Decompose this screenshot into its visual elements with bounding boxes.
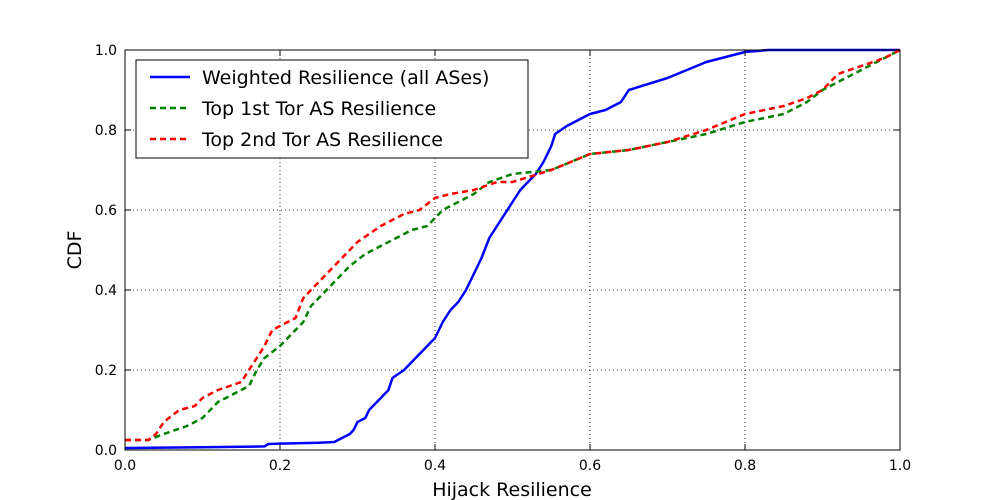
series-line-3 bbox=[125, 48, 901, 442]
y-axis-label: CDF bbox=[64, 231, 86, 270]
plot-frame bbox=[124, 49, 901, 451]
x-tick-label: 0.0 bbox=[114, 458, 136, 474]
grid-lines bbox=[125, 50, 900, 450]
series-line-2 bbox=[125, 48, 901, 442]
axis-ticks: 0.0 0.2 0.4 0.6 0.8 1.0 0.0 0.2 0.4 0.6 0.8 1.0 bbox=[95, 43, 911, 474]
series-lines bbox=[124, 48, 901, 450]
x-tick-label: 0.6 bbox=[579, 458, 601, 474]
y-tick-label: 0.2 bbox=[95, 363, 117, 379]
legend-label-2: Top 1st Tor AS Resilience bbox=[201, 98, 436, 120]
y-tick-label: 1.0 bbox=[95, 43, 117, 59]
x-tick-label: 0.2 bbox=[269, 458, 291, 474]
x-axis-label: Hijack Resilience bbox=[432, 479, 592, 500]
y-tick-label: 0.0 bbox=[95, 443, 117, 459]
legend: Weighted Resilience (all ASes) Top 1st To… bbox=[135, 59, 529, 159]
legend-label-3: Top 2nd Tor AS Resilience bbox=[201, 129, 443, 151]
y-tick-label: 0.4 bbox=[95, 283, 117, 299]
y-tick-label: 0.8 bbox=[95, 123, 117, 139]
x-tick-label: 0.4 bbox=[424, 458, 446, 474]
series-line-1 bbox=[124, 48, 900, 450]
legend-box bbox=[135, 59, 529, 159]
x-tick-label: 0.8 bbox=[734, 458, 756, 474]
y-tick-label: 0.6 bbox=[95, 203, 117, 219]
legend-label-1: Weighted Resilience (all ASes) bbox=[202, 67, 489, 89]
x-tick-label: 1.0 bbox=[889, 458, 911, 474]
